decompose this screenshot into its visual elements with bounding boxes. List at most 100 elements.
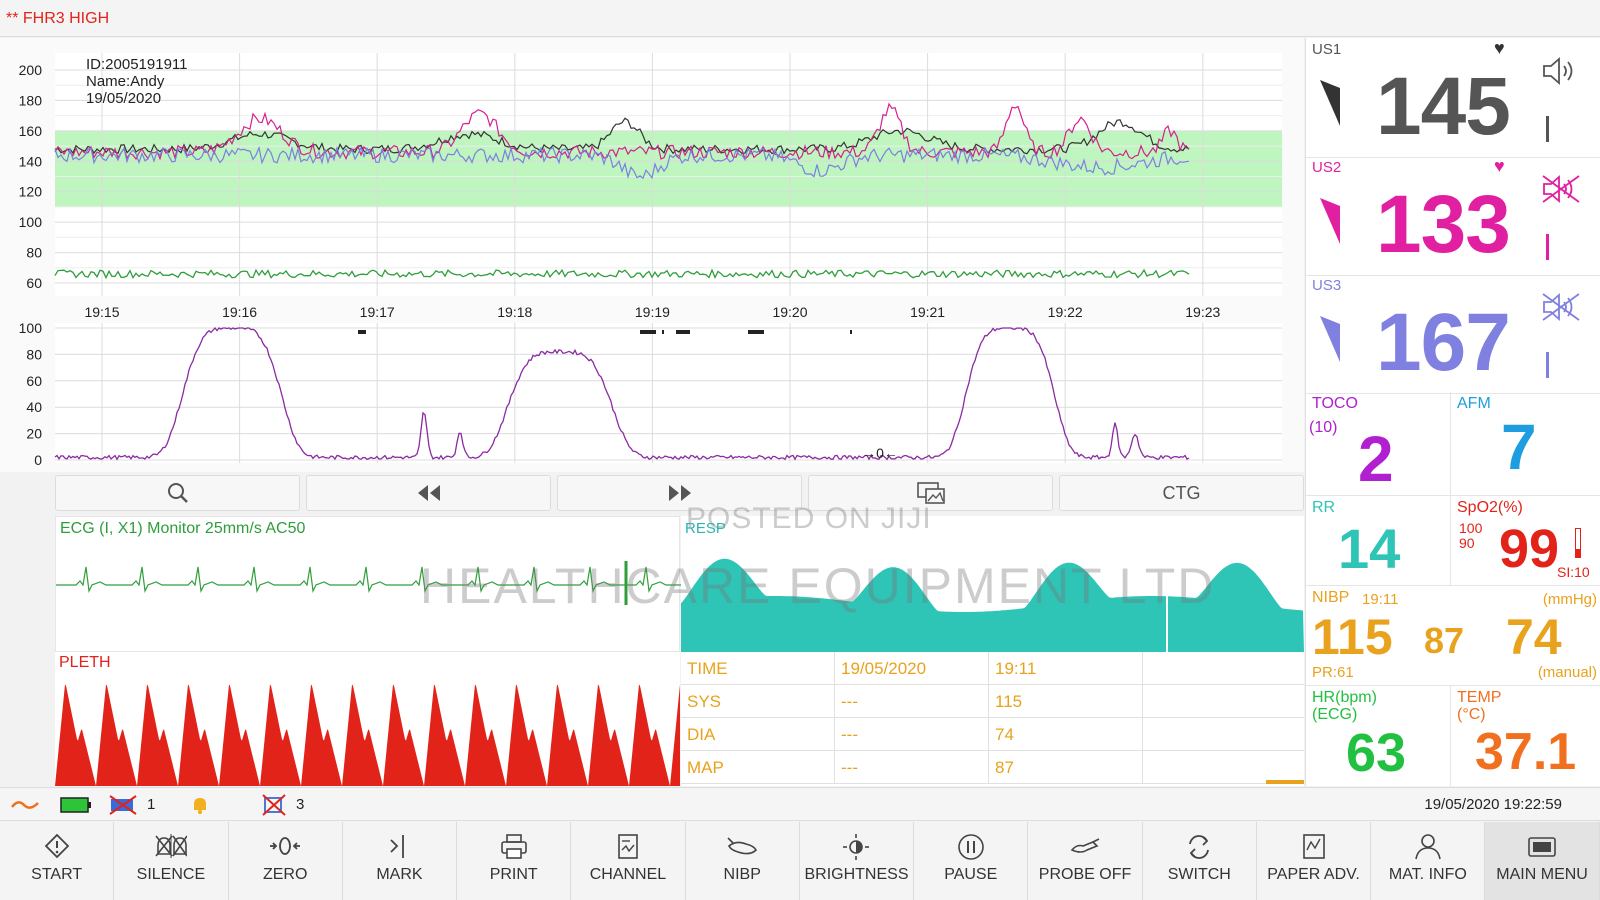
button-label: BRIGHTNESS [804,866,909,883]
hr-panel[interactable]: HR(bpm) (ECG) 63 [1306,686,1451,786]
temp-panel[interactable]: TEMP (°C) 37.1 [1451,686,1600,786]
toco-zero-marker: →0← [862,445,898,461]
afm-panel[interactable]: AFM 7 [1451,392,1600,496]
pleth-trace [55,684,680,786]
rr-value: 14 [1338,517,1401,580]
us2-panel[interactable]: US2 133 ♥ [1306,156,1600,276]
silence-icon [155,834,187,858]
nibp-diastolic: 74 [1506,609,1562,665]
y-tick-label: 80 [26,245,42,261]
main-menu-button[interactable]: MAIN MENU [1485,822,1600,900]
us1-panel[interactable]: US1 145 ♥ [1306,38,1600,158]
pause-button[interactable]: PAUSE [914,822,1029,900]
bottom-button-bar: START SILENCE ZERO MARK PRINT CHANNEL NIBP BRIG… [0,822,1600,900]
us2-marker-icon [1320,198,1340,244]
y-tick-label: 60 [26,373,42,389]
view-button[interactable] [808,475,1053,511]
us1-marker-icon [1320,80,1340,126]
button-label: NIBP [723,866,761,883]
pleth-waveform-panel: PLETH [55,652,680,786]
ctg-chart: 19:15 19:16 19:17 19:18 19:19 19:20 19:21 19:22… [19,53,1282,468]
nibp-panel[interactable]: NIBP 19:11 (mmHg) 115 87 74 PR:61 (manua… [1306,586,1600,686]
row-label: SYS [681,685,835,718]
y-tick-label: 180 [19,92,43,108]
menu-icon [1528,837,1556,857]
y-tick-label: 80 [26,346,42,362]
bell-icon[interactable] [190,795,210,815]
ctg-button[interactable]: CTG [1059,475,1304,511]
spo2-label: SpO2(%) [1457,499,1523,516]
print-button[interactable]: PRINT [457,822,572,900]
alarm-bar: ** FHR3 HIGH [0,0,1600,37]
channel-button[interactable]: CHANNEL [571,822,686,900]
mat-info-button[interactable]: MAT. INFO [1371,822,1486,900]
us3-panel[interactable]: US3 167 [1306,274,1600,394]
us1-label: US1 [1312,41,1342,58]
probe-off-button[interactable]: PROBE OFF [1028,822,1143,900]
row-date: 19/05/2020 [835,652,989,685]
pleth-label[interactable]: PLETH [59,654,111,671]
y-tick-label: 60 [26,275,42,291]
person-icon [1415,834,1441,860]
us2-label: US2 [1312,159,1342,176]
nibp-history-table[interactable]: TIME 19/05/2020 19:11 SYS --- 115 DIA --… [681,652,1304,786]
us3-signal-bar [1546,352,1549,378]
silence-button[interactable]: SILENCE [114,822,229,900]
us1-signal-bar [1546,116,1549,142]
brightness-button[interactable]: BRIGHTNESS [800,822,915,900]
x-tick-label: 19:21 [910,304,945,320]
rr-panel[interactable]: RR 14 [1306,496,1451,586]
toco-sub: (10) [1309,419,1338,436]
toco-panel[interactable]: TOCO (10) 2 [1306,392,1451,496]
maternal-hr-trace [54,268,1190,280]
button-label: ZERO [262,866,308,883]
table-row: MAP --- 87 [681,751,1304,784]
start-button[interactable]: START [0,822,115,900]
speaker-muted-icon[interactable] [1541,174,1581,204]
pleth-waveform [55,684,680,786]
fast-forward-button[interactable] [557,475,802,511]
alarm-message[interactable]: ** FHR3 HIGH [6,10,110,27]
rewind-button[interactable] [306,475,551,511]
speaker-muted-icon[interactable] [1541,292,1581,322]
us2-trace [54,102,1190,161]
us3-marker-icon [1320,316,1340,362]
x-tick-label: 19:17 [360,304,395,320]
resp-label[interactable]: RESP [685,520,726,537]
nibp-button[interactable]: NIBP [686,822,800,900]
hr-value: 63 [1346,723,1407,783]
alarm-off-icon [262,794,286,816]
x-tick-label: 19:20 [772,304,807,320]
zero-button[interactable]: ZERO [229,822,343,900]
paper-adv-button[interactable]: PAPER ADV. [1257,822,1372,900]
nibp-label: NIBP [1312,589,1350,606]
event-mark [676,330,690,334]
y-tick-label: 200 [19,62,43,78]
x-tick-label: 19:18 [497,304,532,320]
battery-icon [60,797,91,813]
spo2-panel[interactable]: SpO2(%) 100 90 99 SI:10 [1451,496,1600,586]
mark-button[interactable]: MARK [343,822,458,900]
row-value: 19:11 [989,652,1143,685]
zoom-button[interactable] [55,475,300,511]
nibp-time: 19:11 [1362,591,1399,608]
y-tick-label: 100 [19,320,43,336]
toco-value: 2 [1358,423,1394,495]
system-datetime: 19/05/2020 19:22:59 [1424,796,1562,813]
ecg-label[interactable]: ECG (I, X1) Monitor 25mm/s AC50 [60,520,306,537]
alarm-count: 3 [296,796,305,813]
switch-button[interactable]: SWITCH [1143,822,1257,900]
nibp-pulse-rate: PR:61 [1312,664,1354,681]
rr-label: RR [1312,499,1336,516]
speaker-icon[interactable] [1541,56,1581,86]
button-label: PAUSE [944,866,998,883]
hr-source: (ECG) [1312,706,1358,723]
nibp-mean: 87 [1424,620,1465,661]
toco-trace [54,326,1190,461]
row-label: DIA [681,718,835,751]
afm-value: 7 [1501,411,1537,483]
heart-icon: ♥ [1494,38,1505,58]
temp-value: 37.1 [1475,723,1577,781]
x-tick-label: 19:22 [1048,304,1083,320]
spo2-value: 99 [1499,519,1560,579]
